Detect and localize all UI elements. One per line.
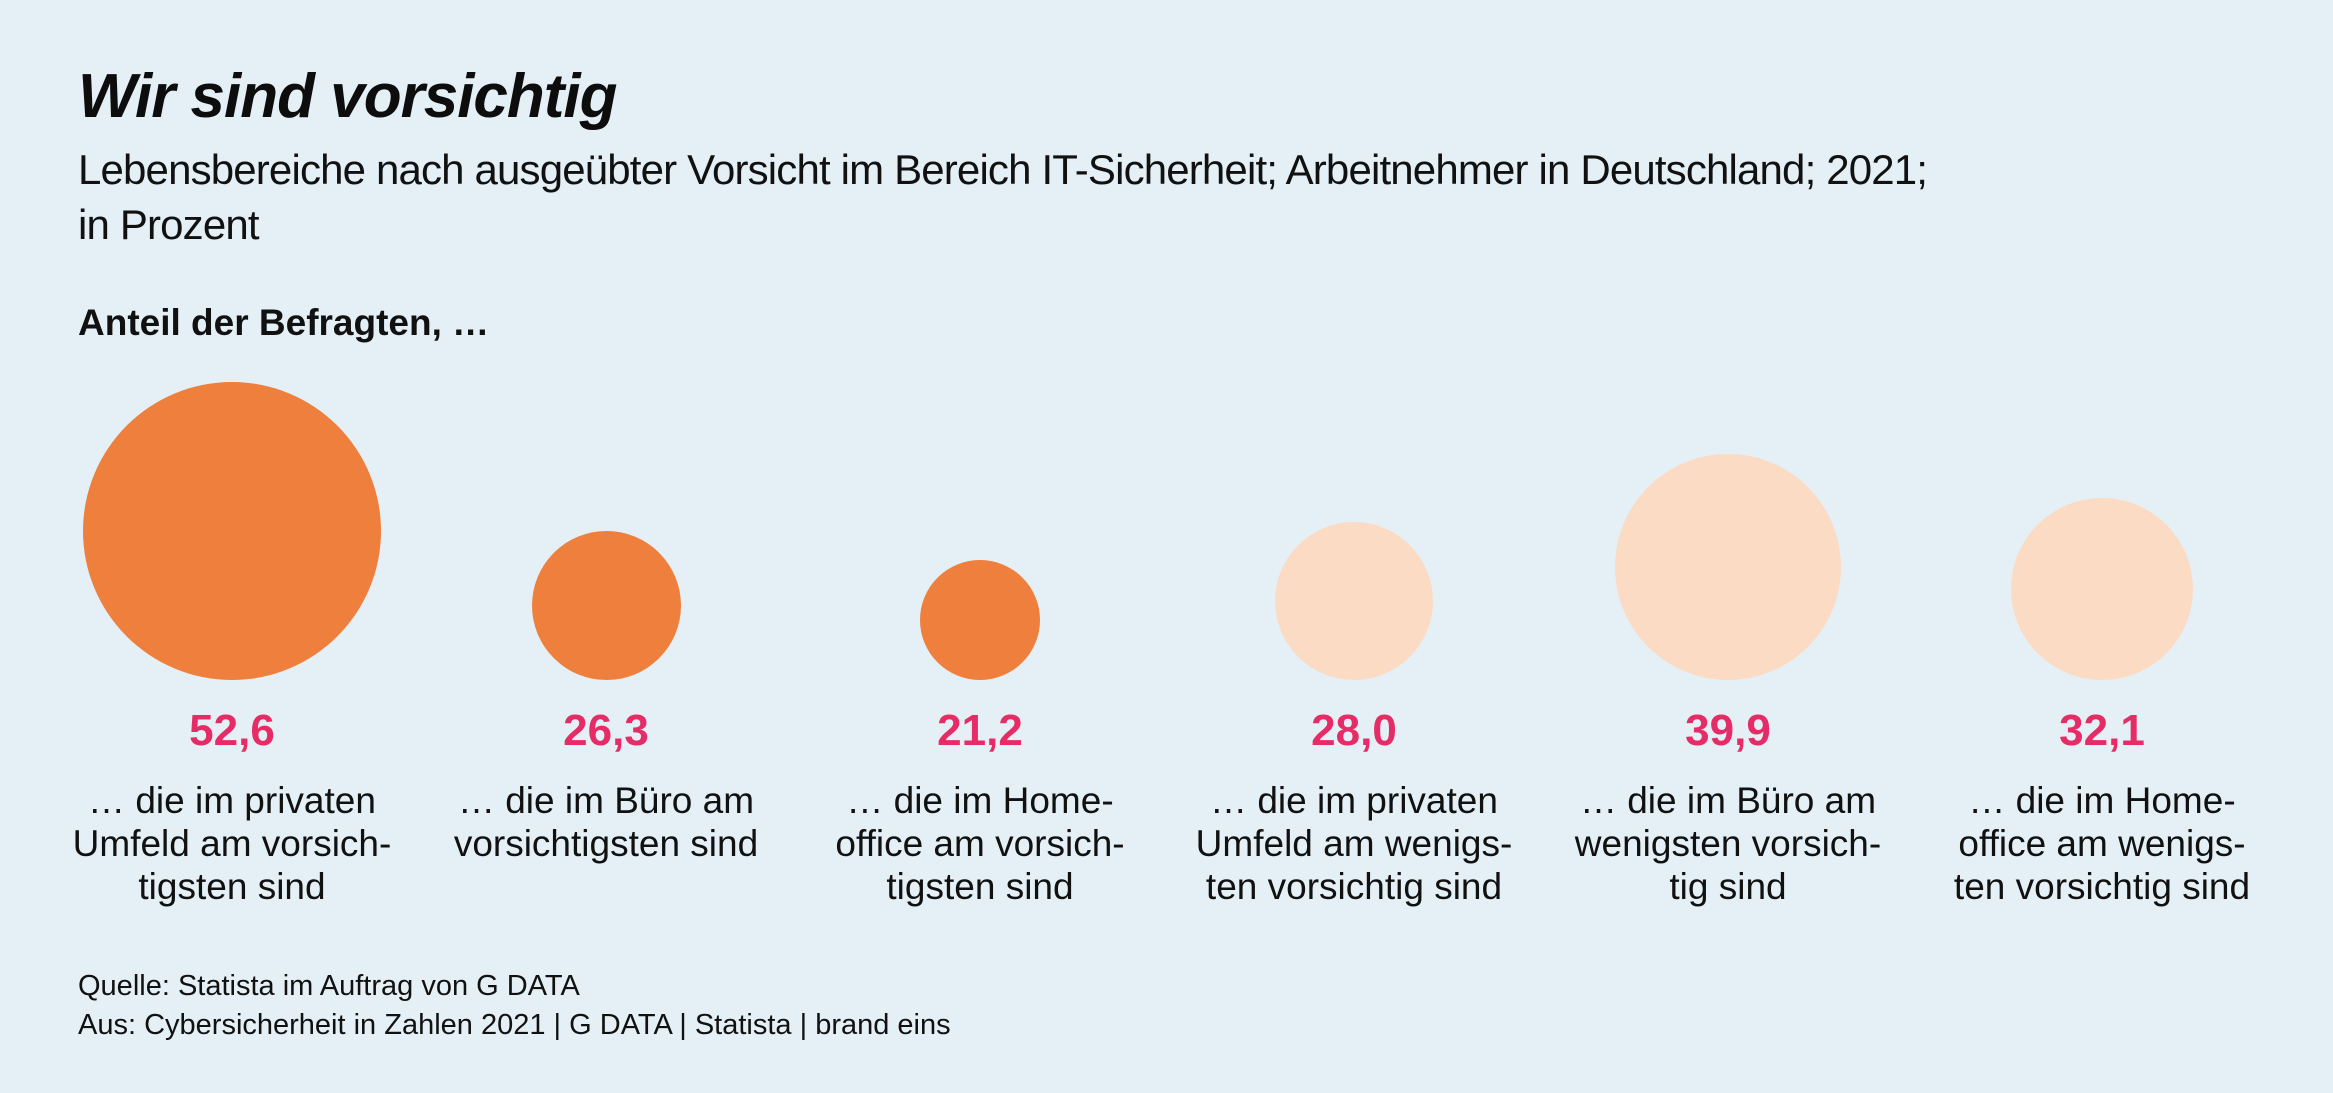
chart-header: Wir sind vorsichtig Lebensbereiche nach … bbox=[0, 64, 2333, 344]
bubble-container bbox=[1915, 380, 2289, 681]
source-line: Quelle: Statista im Auftrag von G DATA bbox=[78, 970, 580, 1002]
bubble-caption: … die im Home- office am wenigs- ten vor… bbox=[1953, 780, 2251, 908]
chart-subtitle: Lebensbereiche nach ausgeübter Vorsicht … bbox=[78, 146, 1928, 248]
attribution-line: Aus: Cybersicherheit in Zahlen 2021 | G … bbox=[78, 1009, 951, 1042]
bubble-container bbox=[1167, 380, 1541, 681]
bubble-chart: 52,6 … die im privaten Umfeld am vorsich… bbox=[45, 380, 2289, 909]
value-label: 52,6 bbox=[189, 706, 275, 756]
bubble-container bbox=[419, 380, 793, 681]
bubble-caption: … die im Home- office am vorsich- tigste… bbox=[835, 780, 1125, 908]
bubble-circle bbox=[531, 531, 681, 681]
bubble-container bbox=[793, 380, 1167, 681]
chart-column: 52,6 … die im privaten Umfeld am vorsich… bbox=[45, 380, 419, 909]
bubble-caption: … die im Büro am wenigsten vorsich- tig … bbox=[1574, 780, 1882, 908]
lead-text: Anteil der Befragten, … bbox=[78, 302, 490, 344]
bubble-circle bbox=[920, 560, 1040, 681]
bubble-circle bbox=[2011, 498, 2193, 681]
page-title: Wir sind vorsichtig bbox=[78, 62, 618, 131]
bubble-caption: … die im Büro am vorsichtigsten sind bbox=[453, 780, 759, 865]
chart-column: 32,1 … die im Home- office am wenigs- te… bbox=[1915, 380, 2289, 909]
value-label: 32,1 bbox=[2059, 706, 2145, 756]
bubble-circle bbox=[83, 382, 381, 681]
bubble-caption: … die im privaten Umfeld am wenigs- ten … bbox=[1195, 780, 1513, 908]
bubble-circle bbox=[1275, 522, 1433, 681]
chart-footer: Quelle: Statista im Auftrag von G DATA A… bbox=[0, 967, 2333, 1045]
chart-column: 39,9 … die im Büro am wenigsten vorsich-… bbox=[1541, 380, 1915, 909]
bubble-container bbox=[1541, 380, 1915, 681]
bubble-caption: … die im privaten Umfeld am vorsich- tig… bbox=[72, 780, 392, 908]
value-label: 28,0 bbox=[1311, 706, 1397, 756]
bubble-container bbox=[45, 380, 419, 681]
chart-column: 28,0 … die im privaten Umfeld am wenigs-… bbox=[1167, 380, 1541, 909]
value-label: 21,2 bbox=[937, 706, 1023, 756]
chart-column: 26,3 … die im Büro am vorsichtigsten sin… bbox=[419, 380, 793, 909]
value-label: 39,9 bbox=[1685, 706, 1771, 756]
bubble-circle bbox=[1615, 454, 1841, 681]
chart-column: 21,2 … die im Home- office am vorsich- t… bbox=[793, 380, 1167, 909]
value-label: 26,3 bbox=[563, 706, 649, 756]
